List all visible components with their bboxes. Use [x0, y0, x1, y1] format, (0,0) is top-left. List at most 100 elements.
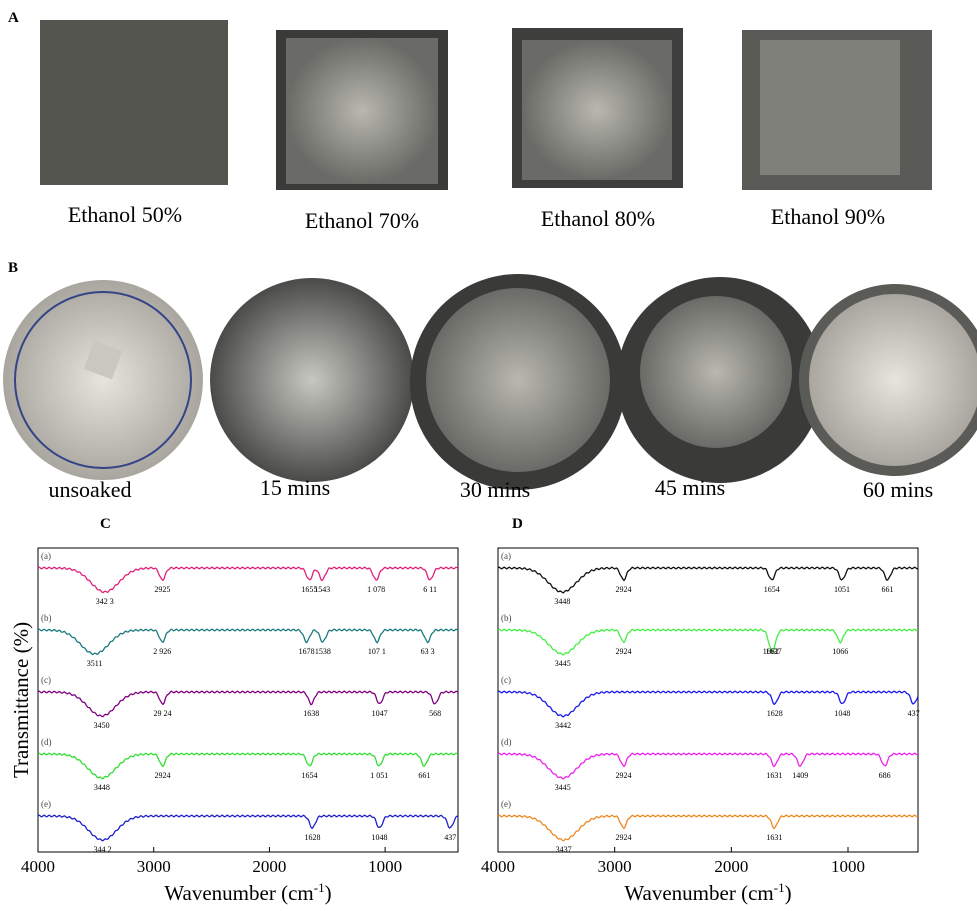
peak-label: 1654: [764, 585, 780, 594]
series-label: (b): [41, 613, 52, 623]
peak-label: 568: [429, 709, 441, 718]
film: [522, 40, 672, 180]
peak-label: 1538: [315, 647, 331, 656]
peak-label: 1638: [303, 709, 319, 718]
caption: Ethanol 70%: [305, 208, 419, 233]
plot-frame: [497, 547, 919, 853]
x-axis-title-close: ): [325, 881, 332, 905]
peak-label: 344 2: [94, 845, 112, 854]
peak-label: 1 051: [370, 771, 388, 780]
dish-edge: [14, 291, 192, 469]
series-label: (e): [501, 799, 511, 809]
series-label: (e): [41, 799, 51, 809]
x-axis-title-sup: -1: [314, 880, 325, 895]
spectrum: [37, 566, 459, 594]
caption: 15 mins: [260, 475, 330, 500]
peak-label: 437: [908, 709, 920, 718]
caption: 45 mins: [655, 475, 725, 500]
x-tick-label: 2000: [714, 857, 748, 876]
x-tick-label: 3000: [598, 857, 632, 876]
caption: unsoaked: [48, 477, 131, 502]
x-axis-title-text: Wavenumber (cm: [164, 881, 313, 905]
peak-label: 3445: [555, 659, 571, 668]
peak-label: 661: [418, 771, 430, 780]
peak-label: 2925: [154, 585, 170, 594]
peak-label: 29 24: [153, 709, 171, 718]
y-axis-title: Transmittance (%): [9, 622, 33, 778]
panel-label: D: [512, 516, 523, 532]
peak-label: 661: [882, 585, 894, 594]
peak-label: 3448: [554, 597, 570, 606]
spectrum: [497, 752, 919, 780]
photo: [40, 20, 228, 185]
peak-label: 1048: [834, 709, 850, 718]
peak-label: 1631: [766, 771, 782, 780]
film: [83, 340, 123, 380]
peak-label: 107 1: [368, 647, 386, 656]
x-tick-label: 4000: [21, 857, 55, 876]
peak-label: 3442: [555, 721, 571, 730]
peak-label: 1654: [301, 771, 317, 780]
series-label: (c): [41, 675, 51, 685]
peak-label: 3450: [94, 721, 110, 730]
peak-label: 686: [879, 771, 891, 780]
film: [286, 38, 438, 184]
peak-label: 1048: [372, 833, 388, 842]
peak-label: 3445: [555, 783, 571, 792]
x-tick-label: 1000: [831, 857, 865, 876]
peak-label: 3437: [556, 845, 572, 854]
film: [760, 40, 900, 175]
spectrum: [497, 628, 919, 656]
caption: 30 mins: [460, 477, 530, 502]
x-axis-title: Wavenumber (cm-1): [624, 880, 791, 905]
peak-label: 342 3: [96, 597, 114, 606]
peak-label: 1066: [832, 647, 848, 656]
series-label: (b): [501, 613, 512, 623]
panel-label: B: [8, 260, 18, 276]
peak-label: 1628: [304, 833, 320, 842]
series-label: (d): [41, 737, 52, 747]
peak-label: 1051: [834, 585, 850, 594]
film: [426, 288, 610, 472]
peak-label: 2924: [616, 833, 632, 842]
peak-label: 1 078: [367, 585, 385, 594]
x-axis-title-text: Wavenumber (cm: [624, 881, 773, 905]
series-label: (a): [501, 551, 511, 561]
panel-label: A: [8, 10, 19, 26]
x-tick-label: 2000: [252, 857, 286, 876]
series-label: (d): [501, 737, 512, 747]
series-label: (c): [501, 675, 511, 685]
peak-label: 2924: [616, 585, 632, 594]
film: [809, 294, 977, 466]
panel-label: C: [100, 516, 111, 532]
caption: Ethanol 80%: [541, 206, 655, 231]
peak-label: 3511: [87, 659, 103, 668]
peak-label: 1678: [299, 647, 315, 656]
caption: 60 mins: [863, 477, 933, 502]
peak-label: 1637: [766, 647, 782, 656]
peak-label: 1631: [766, 833, 782, 842]
peak-label: 2924: [154, 771, 170, 780]
peak-label: 2924: [616, 771, 632, 780]
series-label: (a): [41, 551, 51, 561]
peak-label: 2924: [616, 647, 632, 656]
peak-label: 1662: [763, 647, 779, 656]
spectrum: [497, 814, 919, 842]
x-tick-label: 4000: [481, 857, 515, 876]
peak-label: 2 926: [153, 647, 171, 656]
spectrum: [37, 628, 459, 656]
caption: Ethanol 50%: [68, 202, 182, 227]
x-tick-label: 1000: [368, 857, 402, 876]
spectrum: [37, 690, 459, 718]
peak-label: 1655: [301, 585, 317, 594]
spectrum: [37, 814, 459, 842]
photo: [3, 280, 203, 480]
plot-frame: [37, 547, 459, 853]
x-axis-title-close: ): [785, 881, 792, 905]
peak-label: 1047: [372, 709, 388, 718]
spectrum: [37, 752, 459, 780]
peak-label: 3448: [94, 783, 110, 792]
spectrum: [497, 690, 919, 718]
peak-label: 63 3: [421, 647, 435, 656]
